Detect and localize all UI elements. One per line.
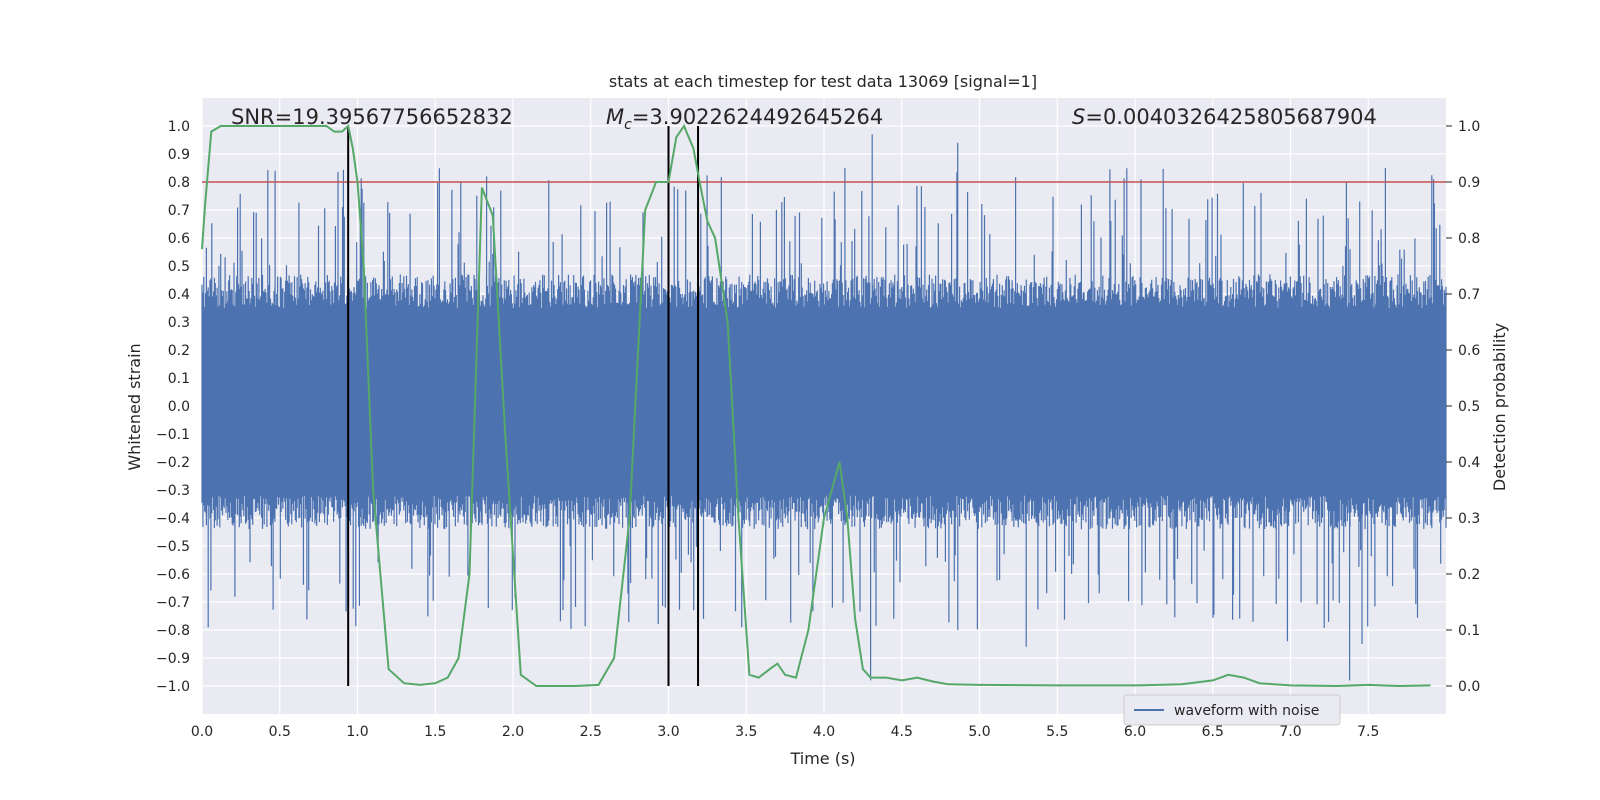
left-tick-label: 0.0 bbox=[168, 399, 190, 415]
left-tick-label: 0.8 bbox=[168, 175, 190, 191]
left-tick-label: −0.3 bbox=[156, 483, 190, 499]
x-axis-ticks: 0.0 0.5 1.0 1.5 2.0 2.5 3.0 3.5 4.0 4.5 5.0 5.5 6.0 6… bbox=[191, 724, 1380, 740]
mc-subscript: c bbox=[624, 117, 632, 133]
chart-title: stats at each timestep for test data 130… bbox=[609, 72, 1037, 91]
right-tick-label: 0.0 bbox=[1458, 679, 1480, 695]
x-tick-label: 7.5 bbox=[1357, 724, 1379, 740]
x-tick-label: 6.0 bbox=[1124, 724, 1146, 740]
right-tick-label: 0.1 bbox=[1458, 623, 1480, 639]
left-tick-label: 0.5 bbox=[168, 259, 190, 275]
chirp-mass-annotation: Mc=3.9022624492645264 bbox=[606, 105, 883, 133]
x-tick-label: 1.5 bbox=[424, 724, 446, 740]
left-tick-label: 0.7 bbox=[168, 203, 190, 219]
right-tick-label: 0.8 bbox=[1458, 231, 1480, 247]
right-tick-label: 0.3 bbox=[1458, 511, 1480, 527]
s-annotation: S=0.004032642580568790​4 bbox=[1072, 105, 1377, 129]
right-tick-label: 1.0 bbox=[1458, 119, 1480, 135]
x-tick-label: 6.5 bbox=[1202, 724, 1224, 740]
x-tick-label: 0.5 bbox=[269, 724, 291, 740]
legend-box bbox=[1123, 694, 1341, 726]
left-tick-label: 0.4 bbox=[168, 287, 190, 303]
left-tick-label: 0.2 bbox=[168, 343, 190, 359]
right-tick-label: 0.6 bbox=[1458, 343, 1480, 359]
x-tick-label: 7.0 bbox=[1279, 724, 1301, 740]
right-tick-label: 0.9 bbox=[1458, 175, 1480, 191]
right-axis-label: Detection probability bbox=[1490, 323, 1509, 491]
legend: waveform with noise bbox=[1123, 694, 1341, 726]
waveform-trace bbox=[201, 134, 1447, 681]
left-axis-label: Whitened strain bbox=[125, 343, 144, 470]
right-tick-label: 0.2 bbox=[1458, 567, 1480, 583]
x-tick-label: 4.5 bbox=[891, 724, 913, 740]
left-tick-label: −0.2 bbox=[156, 455, 190, 471]
left-tick-label: −0.6 bbox=[156, 567, 190, 583]
s-value: =0.004032642580568790​4 bbox=[1085, 105, 1377, 129]
s-symbol: S bbox=[1072, 105, 1085, 129]
left-tick-label: −0.1 bbox=[156, 427, 190, 443]
left-tick-label: −0.8 bbox=[156, 623, 190, 639]
right-axis-ticks: 1.0 0.9 0.8 0.7 0.6 0.5 0.4 0.3 0.2 0.1 0.0 bbox=[1446, 119, 1480, 695]
left-tick-label: 0.1 bbox=[168, 371, 190, 387]
mc-symbol: M bbox=[606, 105, 624, 129]
left-tick-label: −1.0 bbox=[156, 679, 190, 695]
x-tick-label: 3.5 bbox=[735, 724, 757, 740]
right-tick-label: 0.7 bbox=[1458, 287, 1480, 303]
right-tick-label: 0.5 bbox=[1458, 399, 1480, 415]
left-tick-label: 1.0 bbox=[168, 119, 190, 135]
vertical-markers bbox=[347, 126, 700, 686]
left-tick-label: 0.9 bbox=[168, 147, 190, 163]
right-tick-label: 0.4 bbox=[1458, 455, 1480, 471]
probability-series bbox=[201, 123, 1431, 688]
left-tick-label: −0.4 bbox=[156, 511, 190, 527]
x-tick-label: 5.0 bbox=[968, 724, 990, 740]
x-tick-label: 2.5 bbox=[580, 724, 602, 740]
x-tick-label: 5.5 bbox=[1046, 724, 1068, 740]
left-tick-label: −0.5 bbox=[156, 539, 190, 555]
legend-label: waveform with noise bbox=[1174, 703, 1319, 719]
x-tick-label: 2.0 bbox=[502, 724, 524, 740]
x-tick-label: 3.0 bbox=[657, 724, 679, 740]
left-tick-label: −0.7 bbox=[156, 595, 190, 611]
x-tick-label: 4.0 bbox=[813, 724, 835, 740]
x-tick-label: 1.0 bbox=[346, 724, 368, 740]
mc-value: =3.9022624492645264 bbox=[632, 105, 883, 129]
snr-annotation: SNR=19.39567756652832 bbox=[231, 105, 513, 129]
left-tick-label: 0.6 bbox=[168, 231, 190, 247]
left-tick-label: −0.9 bbox=[156, 651, 190, 667]
waveform-series bbox=[201, 134, 1447, 681]
left-tick-label: 0.3 bbox=[168, 315, 190, 331]
left-axis-ticks: 1.0 0.9 0.8 0.7 0.6 0.5 0.4 0.3 0.2 0.1 0.0 −0.1 −0.… bbox=[156, 119, 190, 695]
x-axis-label: Time (s) bbox=[789, 749, 855, 768]
x-tick-label: 0.0 bbox=[191, 724, 213, 740]
